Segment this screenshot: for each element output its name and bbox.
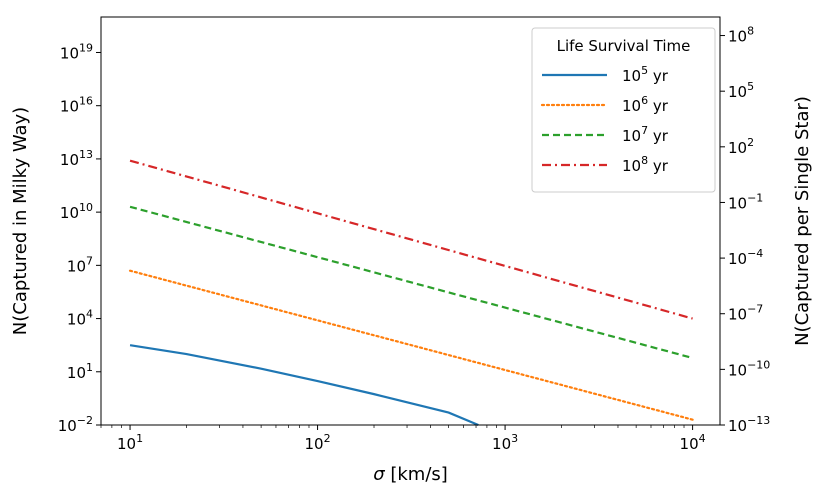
y-ticks: 10−2 101 104 107 1010 1013 1016 1019 xyxy=(58,41,101,435)
y-right-tick-label: 10−13 xyxy=(728,414,770,435)
legend-label-3: 107 yr xyxy=(622,124,669,145)
legend-label-4: 108 yr xyxy=(622,154,669,175)
plot-frame xyxy=(100,16,721,426)
series-line-1 xyxy=(129,344,479,427)
x-axis-label-symbol: σ xyxy=(373,464,385,485)
y-right-tick-label: 105 xyxy=(728,80,754,101)
y-tick-label: 1019 xyxy=(60,41,93,62)
legend-title: Life Survival Time xyxy=(557,37,691,55)
y-tick-label: 104 xyxy=(67,308,93,329)
legend-label-1: 105 yr xyxy=(622,64,669,85)
series-line-3 xyxy=(129,205,693,360)
series-layer xyxy=(128,159,694,427)
y-tick-label: 101 xyxy=(67,361,93,382)
x-axis-label-unit: [km/s] xyxy=(385,464,448,485)
y-axis-label-right: N(Captured per Single Star) xyxy=(792,96,813,346)
y-tick-label: 1016 xyxy=(60,95,93,116)
x-axis-label: σ [km/s] xyxy=(373,464,448,485)
legend: Life Survival Time 105 yr 106 yr 107 yr 108… xyxy=(531,27,716,193)
x-tick-label: 101 xyxy=(117,432,143,453)
y-tick-label: 1013 xyxy=(60,148,93,169)
y-tick-label: 1010 xyxy=(60,201,93,222)
y-axis-label: N(Captured in Milky Way) xyxy=(10,107,31,335)
x-tick-label: 102 xyxy=(305,432,331,453)
legend-label-2: 106 yr xyxy=(622,94,669,115)
y-tick-label: 107 xyxy=(67,254,93,275)
y-right-tick-label: 10−1 xyxy=(728,191,763,212)
x-tick-label: 103 xyxy=(492,432,518,453)
y-ticks-right: 10−13 10−10 10−7 10−4 10−1 102 105 108 xyxy=(720,25,770,435)
y-right-tick-label: 10−7 xyxy=(728,303,763,324)
y-tick-label: 10−2 xyxy=(58,414,93,435)
legend-entries: 105 yr 106 yr 107 yr 108 yr xyxy=(540,64,669,175)
y-right-tick-label: 10−10 xyxy=(728,358,770,379)
series-line-4 xyxy=(129,159,693,320)
series-line-2 xyxy=(128,269,694,421)
x-ticks: 101 102 103 104 xyxy=(100,425,706,453)
y-right-tick-label: 102 xyxy=(728,136,754,157)
legend-box xyxy=(531,27,716,193)
y-right-tick-label: 10−4 xyxy=(728,247,763,268)
x-tick-label: 104 xyxy=(680,432,706,453)
y-right-tick-label: 108 xyxy=(728,25,754,46)
